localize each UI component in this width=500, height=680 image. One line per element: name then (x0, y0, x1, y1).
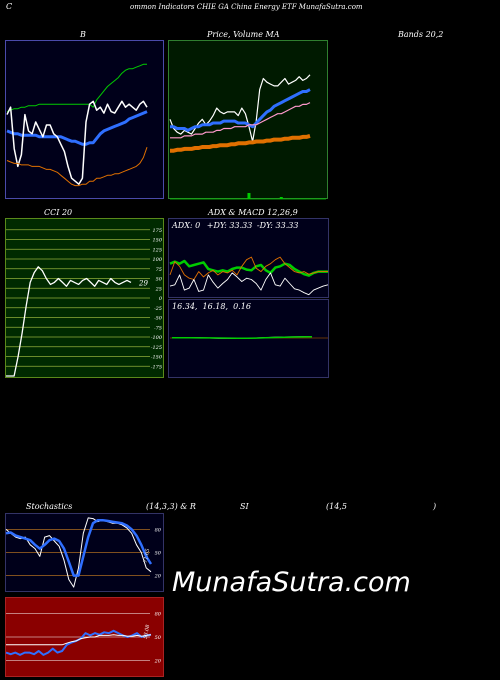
cci-tick-label: -175 (151, 364, 162, 370)
cci-last-label: 29 (138, 279, 148, 287)
cci-tick-label: 50 (156, 277, 163, 283)
stoch-params: (14,3,3) & R (146, 502, 196, 511)
adx-macd-title: ADX & MACD 12,26,9 (208, 208, 298, 217)
stoch-title: Stochastics (26, 502, 73, 511)
price-ma-mid-line (170, 102, 311, 139)
cci-title: CCI 20 (44, 208, 73, 217)
rsi-params-close: ) (433, 502, 437, 511)
stoch-last-label: 71.65 (143, 548, 151, 563)
stoch-k-line (5, 517, 152, 588)
stoch-tick-label: 80 (155, 527, 162, 533)
rsi-line (5, 629, 152, 656)
price-ma-short-line (170, 88, 311, 132)
cci-tick-label: 25 (155, 286, 162, 292)
rsi-tick-label: 80 (155, 612, 162, 618)
price-ma-title: Price, Volume MA (207, 30, 280, 39)
stoch-tick-label: 50 (155, 551, 162, 557)
rsi-ma-line (6, 634, 152, 646)
title-prefix: C (6, 2, 13, 11)
hist-label: 0.16 (233, 302, 251, 311)
adx-plusdi-line (169, 256, 328, 280)
cci-tick-label: 175 (152, 228, 162, 234)
cci-tick-label: 125 (152, 247, 162, 253)
adx-label: ADX: 0 (172, 221, 201, 230)
bands-title: Bands 20,2 (398, 30, 444, 39)
page-title: ommon Indicators CHIE GA China Energy ET… (130, 3, 363, 11)
macd-label: 16.34 (172, 302, 195, 311)
adx-minusdi-line (169, 272, 329, 296)
cci-line (6, 266, 132, 377)
cci-tick-label: -75 (154, 325, 162, 331)
price-price-line (169, 74, 311, 143)
cci-tick-label: -150 (151, 355, 163, 361)
adx-adx-line (169, 259, 328, 277)
volume-bar (247, 193, 251, 199)
cci-tick-label: -100 (151, 335, 163, 341)
cci-tick-label: -50 (154, 316, 163, 322)
rsi-tick-label: 50 (155, 635, 162, 641)
watermark: MunafaSutra.com (172, 567, 411, 598)
macd-values: 16.34, 16.18, 0.16 (172, 302, 251, 311)
rsi-params: (14,5 (326, 502, 347, 511)
rsi-tick-label: 20 (154, 658, 162, 664)
price-ma-long-line (170, 133, 311, 153)
rsi-title: SI (240, 502, 249, 511)
signal-label: 16.18 (202, 302, 226, 311)
minus-di-label: -DY: 33.33 (256, 221, 299, 230)
cci-tick-label: -25 (154, 306, 162, 312)
bollinger-title: B (80, 30, 86, 39)
cci-tick-label: 100 (152, 257, 162, 263)
stoch-tick-label: 20 (154, 574, 162, 580)
bb-upper-line (6, 63, 147, 113)
bb-lower-line (6, 147, 148, 187)
rsi-last-label: 53.08 (143, 624, 151, 639)
cci-tick-label: 75 (156, 267, 162, 273)
volume-bar (279, 197, 283, 199)
price-ma-panel (168, 40, 328, 199)
adx-values: ADX: 0 +DY: 33.33 -DY: 33.33 (172, 221, 298, 231)
plus-di-label: +DY: 33.33 (206, 221, 253, 230)
cci-tick-label: 150 (152, 238, 162, 244)
macd-signal-line (172, 335, 313, 339)
adx-panel (168, 218, 329, 298)
cci-tick-label: 0 (159, 296, 163, 302)
bb-middle-line (6, 110, 148, 146)
cci-tick-label: -125 (151, 345, 162, 351)
stoch-d-line (5, 518, 153, 577)
bb-price-line (6, 100, 148, 185)
